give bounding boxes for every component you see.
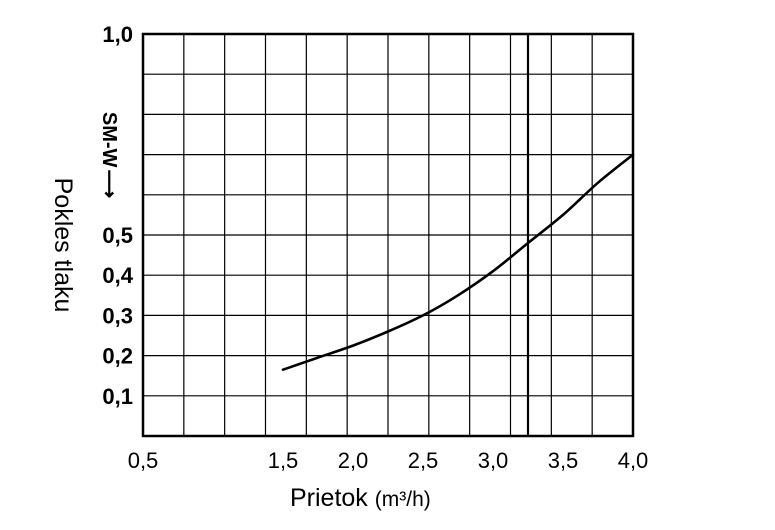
x-tick-label: 3,5 bbox=[548, 448, 579, 473]
x-tick-labels: 0,5 1,5 2,0 2,5 3,0 3,5 4,0 bbox=[128, 448, 649, 473]
x-tick-label: 1,5 bbox=[268, 448, 299, 473]
x-axis-title: Prietok (m³/h) bbox=[290, 484, 431, 512]
y-tick-labels: 0,1 0,2 0,3 0,4 0,5 1,0 bbox=[102, 22, 133, 409]
y-axis-title: Pokles tlaku bbox=[49, 178, 77, 313]
y-tick-label: 0,3 bbox=[102, 303, 133, 328]
chart-grid bbox=[143, 34, 633, 436]
x-tick-label: 0,5 bbox=[128, 448, 159, 473]
series-line-sm-w bbox=[281, 153, 635, 371]
x-tick-label: 2,5 bbox=[408, 448, 439, 473]
curves bbox=[281, 153, 635, 371]
y-tick-label: 0,1 bbox=[102, 384, 133, 409]
plot-frame bbox=[141, 32, 635, 438]
x-tick-label: 4,0 bbox=[618, 448, 649, 473]
y-tick-label: 0,5 bbox=[102, 223, 133, 248]
x-tick-label: 3,0 bbox=[478, 448, 509, 473]
series-label: SM-W⟶ bbox=[98, 112, 120, 199]
y-tick-label: 0,2 bbox=[102, 344, 133, 369]
y-tick-label: 0,4 bbox=[102, 263, 133, 288]
y-tick-label: 1,0 bbox=[102, 22, 133, 47]
x-tick-label: 2,0 bbox=[338, 448, 369, 473]
